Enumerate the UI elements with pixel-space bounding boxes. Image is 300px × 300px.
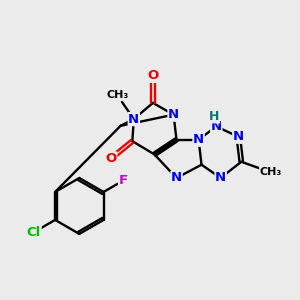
Text: CH₃: CH₃ (106, 90, 128, 100)
Text: O: O (147, 69, 159, 82)
Text: O: O (106, 152, 117, 165)
Text: N: N (211, 120, 222, 133)
Text: Cl: Cl (27, 226, 41, 239)
Text: H: H (209, 110, 220, 123)
Text: F: F (118, 174, 128, 187)
Text: N: N (193, 133, 204, 146)
Text: N: N (128, 112, 140, 126)
Text: N: N (233, 130, 244, 143)
Text: CH₃: CH₃ (260, 167, 282, 177)
Text: N: N (168, 108, 179, 121)
Text: N: N (171, 172, 182, 184)
Text: N: N (215, 172, 226, 184)
